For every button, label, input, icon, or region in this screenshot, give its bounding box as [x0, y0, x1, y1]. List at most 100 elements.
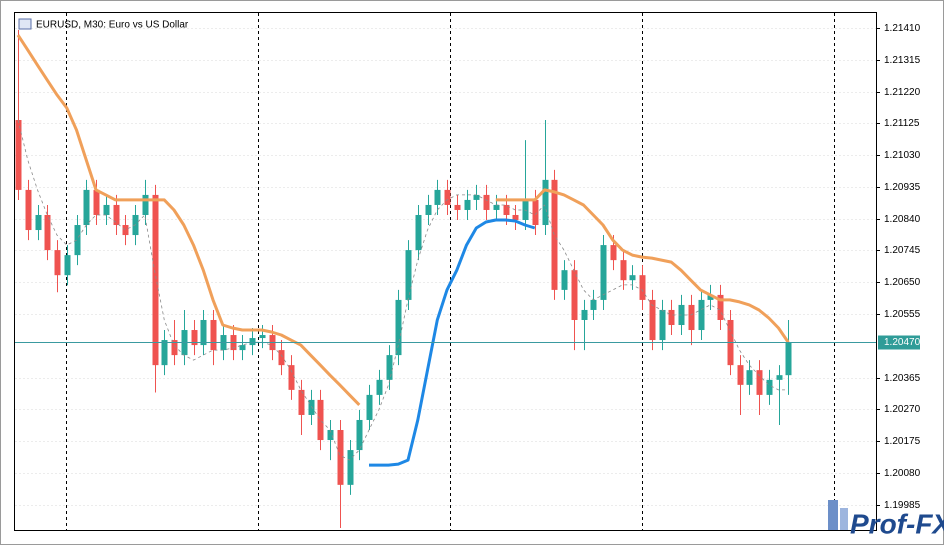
logo-icon [828, 500, 838, 530]
candle-body [103, 204, 110, 215]
candle-body [74, 225, 81, 256]
candle-body [191, 330, 198, 346]
candle-body [532, 199, 539, 226]
candle-body [161, 340, 168, 366]
candle-body [581, 309, 588, 320]
candle-body [142, 194, 149, 215]
symbol-icon [18, 18, 32, 30]
candle-body [122, 225, 129, 236]
candle-body [737, 365, 744, 385]
candle-body [776, 375, 783, 380]
candle-body [766, 379, 773, 395]
y-tick-label: 1.20745 [884, 245, 921, 256]
candle-body [356, 419, 363, 451]
candle-body [668, 309, 675, 326]
candle-body [512, 214, 519, 221]
candle-body [210, 319, 217, 351]
candle-body [152, 194, 159, 366]
candle-body [473, 194, 480, 200]
candle-body [405, 250, 412, 300]
y-tick-label: 1.21220 [884, 87, 921, 98]
price-label-box [878, 335, 920, 350]
indicator-line [16, 34, 790, 406]
candle-body [376, 379, 383, 395]
candle-body [171, 340, 178, 356]
candle-body [551, 179, 558, 290]
candle-body [629, 275, 636, 281]
candle-body [649, 299, 656, 341]
price-label: 1.20470 [884, 337, 921, 348]
y-tick-label: 1.20270 [884, 404, 921, 415]
candle-body [239, 345, 246, 351]
candle-body [395, 299, 402, 356]
y-tick-label: 1.21315 [884, 55, 921, 66]
y-tick-label: 1.20080 [884, 468, 921, 479]
candle-body [707, 294, 714, 300]
candle-body [746, 370, 753, 385]
plot-layer [15, 30, 792, 528]
y-tick-label: 1.20365 [884, 373, 921, 384]
y-tick-label: 1.20555 [884, 309, 921, 320]
candle-body [444, 189, 451, 205]
candle-body [200, 319, 207, 346]
candle-body [483, 194, 490, 210]
candle-body [542, 179, 549, 226]
candle-body [571, 270, 578, 320]
candle-body [639, 275, 646, 300]
candle-body [561, 270, 568, 290]
candle-body [337, 430, 344, 485]
y-tick-label: 1.21410 [884, 23, 921, 34]
candle-body [93, 189, 100, 215]
candle-body [756, 370, 763, 395]
candle-body [25, 189, 32, 231]
grid-layer [15, 28, 876, 506]
watermark: Prof-FX [850, 508, 944, 539]
candle-body [698, 299, 705, 331]
candle-body [785, 342, 792, 376]
candle-body [15, 120, 22, 190]
candle-body [678, 304, 685, 326]
candle-body [308, 399, 315, 415]
candle-body [717, 294, 724, 320]
y-tick-label: 1.20935 [884, 182, 921, 193]
candle-body [464, 199, 471, 210]
indicator-line [369, 218, 536, 467]
candle-body [288, 365, 295, 390]
chart-title: EURUSD, M30: Euro vs US Dollar [36, 20, 189, 31]
candle-body [83, 189, 90, 226]
candle-body [386, 355, 393, 380]
candle-body [249, 338, 256, 346]
y-tick-label: 1.21125 [884, 118, 920, 129]
candle-body [44, 214, 51, 251]
candle-body [493, 204, 500, 210]
y-tick-label: 1.20840 [884, 214, 921, 225]
candle-body [64, 255, 71, 276]
y-tick-label: 1.20650 [884, 277, 921, 288]
y-tick-label: 1.19985 [884, 500, 921, 511]
candle-body [600, 245, 607, 300]
candle-body [113, 204, 120, 226]
candle-body [425, 204, 432, 215]
indicator-line [17, 119, 789, 461]
candle-body [415, 214, 422, 251]
candle-body [434, 189, 441, 205]
plot-frame [14, 12, 877, 531]
candle-body [347, 450, 354, 485]
candle-body [659, 309, 666, 341]
logo-icon [840, 508, 848, 530]
candle-body [620, 260, 627, 281]
y-tick-label: 1.21030 [884, 150, 921, 161]
candle-body [327, 430, 334, 441]
candle-body [298, 389, 305, 415]
candle-body [454, 204, 461, 210]
candle-body [278, 350, 285, 366]
candle-body [317, 399, 324, 441]
candle-body [35, 214, 42, 231]
candle-body [259, 335, 266, 339]
candle-body [610, 245, 617, 261]
candle-body [366, 394, 373, 420]
candle-body [503, 204, 510, 215]
candle-body [688, 304, 695, 331]
